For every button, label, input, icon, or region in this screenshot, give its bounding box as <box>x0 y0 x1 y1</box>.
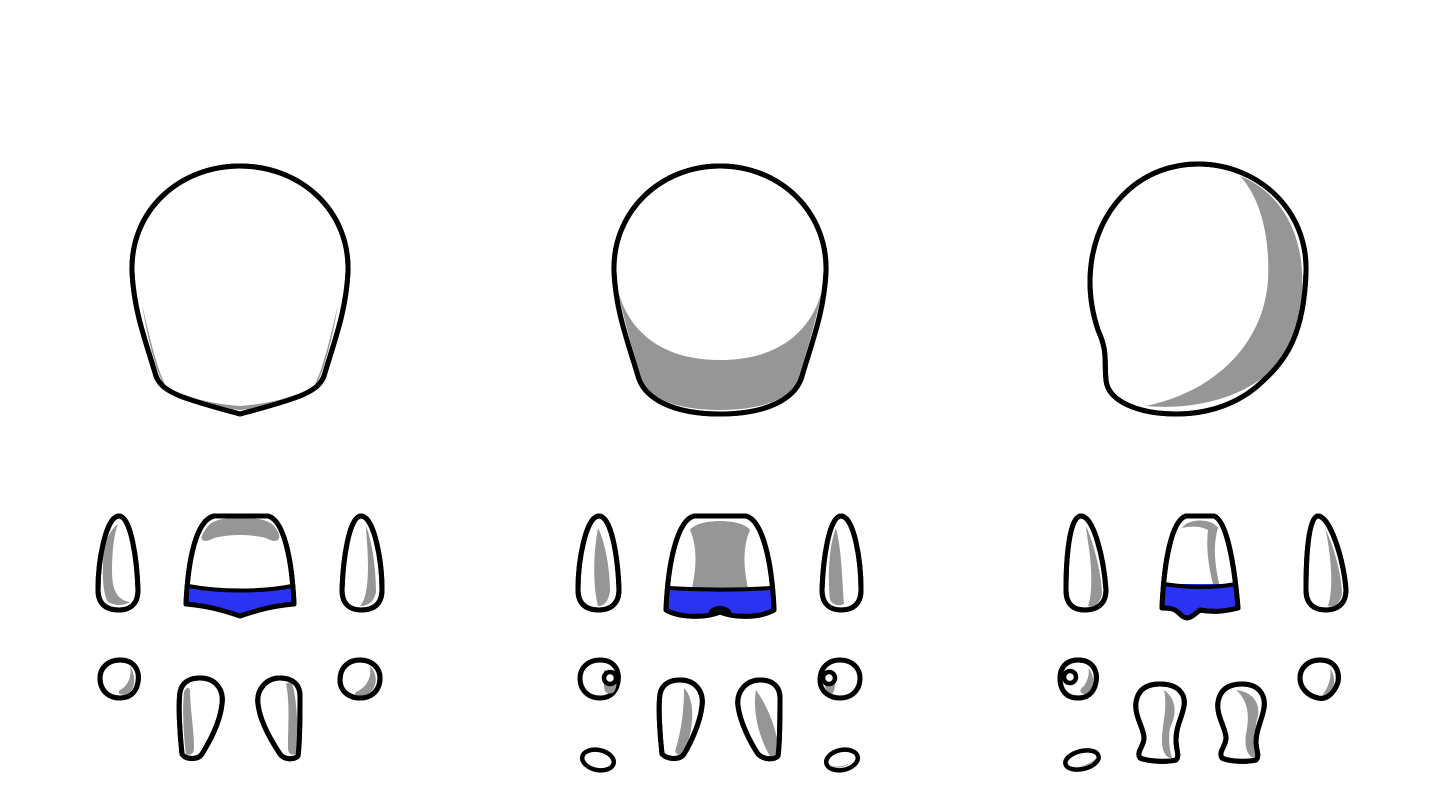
leg-right-back[interactable] <box>735 677 783 762</box>
arm-left-front[interactable] <box>95 513 141 613</box>
arm-left-back[interactable] <box>575 513 622 613</box>
hand-left-front[interactable] <box>97 657 141 701</box>
leg-left-back[interactable] <box>656 677 705 761</box>
torso-back[interactable] <box>663 513 777 619</box>
foot-side[interactable] <box>1063 747 1101 773</box>
hand-right-front[interactable] <box>337 657 383 701</box>
hand-left-side[interactable] <box>1057 657 1099 701</box>
leg-right-front[interactable] <box>255 675 303 762</box>
sprite-set-front: front view <box>95 163 385 762</box>
leg-left-side[interactable] <box>1133 681 1187 764</box>
arm-left-side[interactable] <box>1063 513 1109 613</box>
arm-right-front[interactable] <box>339 513 385 613</box>
sprite-set-back: back view <box>575 163 864 773</box>
hand-left-back[interactable] <box>577 657 621 701</box>
foot-right-back[interactable] <box>823 747 861 773</box>
arm-right-side[interactable] <box>1303 513 1349 613</box>
sprite-set-side: side view <box>1057 161 1349 773</box>
leg-left-front[interactable] <box>176 675 225 761</box>
arm-right-back[interactable] <box>819 513 864 613</box>
head-back[interactable] <box>611 163 829 417</box>
hand-right-side[interactable] <box>1297 657 1341 701</box>
head-front[interactable] <box>129 163 351 417</box>
torso-side[interactable] <box>1159 513 1241 621</box>
hand-right-back[interactable] <box>817 657 863 701</box>
head-side[interactable] <box>1087 161 1309 417</box>
foot-left-back[interactable] <box>579 747 617 773</box>
torso-front[interactable] <box>183 513 297 619</box>
leg-right-side[interactable] <box>1215 681 1267 764</box>
